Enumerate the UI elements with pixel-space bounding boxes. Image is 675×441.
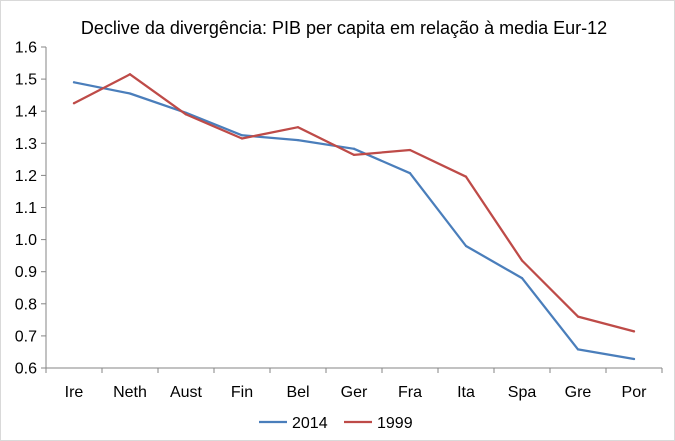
- x-tick-label: Ita: [457, 384, 475, 401]
- x-tick-label: Fra: [398, 384, 422, 401]
- data-point-2014-Neth: [128, 92, 132, 95]
- y-tick-label: 0.6: [15, 361, 37, 378]
- chart-legend: 2014 1999: [259, 415, 413, 432]
- data-point-2014-Ger: [352, 147, 356, 150]
- data-point-2014-Ita: [464, 244, 468, 248]
- data-point-2014-Gre: [576, 348, 580, 351]
- data-point-2014-Spa: [520, 277, 524, 280]
- chart-title: Declive da divergência: PIB per capita e…: [81, 18, 607, 38]
- x-tick-label: Fin: [231, 384, 253, 401]
- x-tick-label: Spa: [508, 384, 537, 401]
- data-point-1999-Por: [632, 330, 636, 333]
- data-point-2014-Bel: [296, 138, 300, 142]
- y-tick-label: 1.4: [15, 104, 37, 121]
- y-tick-label: 0.9: [15, 264, 37, 281]
- data-point-1999-Aust: [184, 113, 188, 116]
- data-point-1999-Neth: [128, 73, 132, 76]
- data-point-2014-Por: [632, 357, 636, 361]
- x-tick-label: Ire: [65, 384, 84, 401]
- data-point-2014-Ire: [72, 81, 76, 84]
- y-tick-label: 1.6: [15, 40, 37, 57]
- x-tick-label: Neth: [113, 384, 147, 401]
- data-point-1999-Ita: [464, 175, 468, 178]
- series-line-1999: [72, 73, 636, 333]
- data-point-1999-Ire: [72, 102, 76, 105]
- legend-label-2014: 2014: [292, 415, 328, 432]
- y-tick-label: 0.7: [15, 328, 37, 345]
- y-tick-label: 1.2: [15, 168, 37, 185]
- x-tick-label: Gre: [565, 384, 592, 401]
- legend-label-1999: 1999: [377, 415, 413, 432]
- series-layer: [72, 73, 636, 361]
- data-point-1999-Fra: [408, 148, 412, 152]
- x-tick-label: Bel: [286, 384, 309, 401]
- series-line-2014: [72, 81, 636, 361]
- chart-axes: 0.6 0.7 0.8 0.9 1.0 1.1 1.2 1.3 1.4 1.5 1.6 Ire Neth…: [15, 40, 663, 401]
- x-tick-label: Por: [622, 384, 648, 401]
- x-tick-label: Ger: [341, 384, 368, 401]
- y-tick-label: 0.8: [15, 296, 37, 313]
- y-tick-label: 1.1: [15, 200, 37, 217]
- x-tick-label: Aust: [170, 384, 203, 401]
- data-point-1999-Spa: [520, 259, 524, 262]
- y-tick-label: 1.3: [15, 136, 37, 153]
- data-point-1999-Ger: [352, 153, 356, 156]
- data-point-1999-Fin: [240, 137, 244, 140]
- y-tick-label: 1.5: [15, 72, 37, 89]
- data-point-1999-Bel: [296, 126, 300, 129]
- y-tick-label: 1.0: [15, 232, 37, 249]
- data-point-1999-Gre: [576, 315, 580, 318]
- data-point-2014-Fin: [240, 134, 244, 137]
- data-point-2014-Fra: [408, 172, 412, 175]
